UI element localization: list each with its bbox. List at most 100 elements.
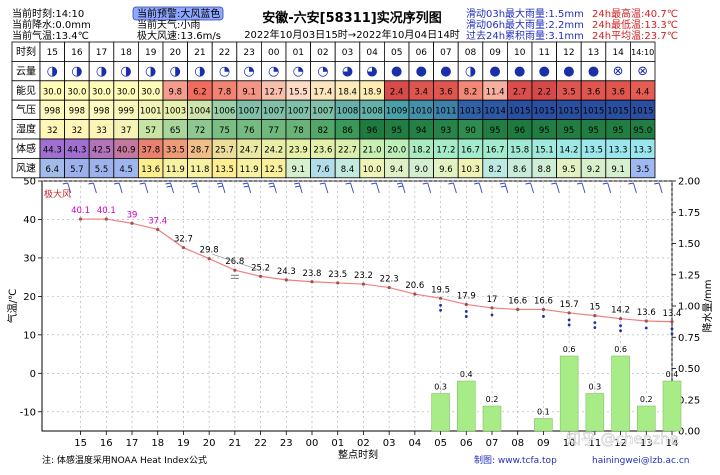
x-tick-label: 13 [640, 438, 653, 449]
time-range: 2022年10月03日15时→2022年10月04日14时 [244, 28, 460, 41]
temperature-point [438, 296, 443, 300]
temperature-label: 22.3 [380, 275, 399, 285]
rain-marker [593, 326, 597, 330]
table-value: 998 [93, 107, 109, 117]
wind-barb [345, 182, 351, 185]
table-value: 93 [440, 126, 451, 136]
table-value: 15.8 [510, 146, 529, 156]
temperature-label: 14.2 [611, 306, 630, 316]
cloud-symbol: ● [539, 64, 550, 79]
table-hour: 03 [342, 48, 353, 58]
wind-barb [144, 182, 149, 194]
table-value: 3.6 [587, 87, 601, 97]
rain-bar [585, 393, 605, 432]
rain-marker [670, 327, 674, 331]
temperature-label: 24.3 [277, 267, 296, 277]
y-tick-label: 0 [30, 369, 36, 380]
table-value: 72 [194, 126, 205, 136]
table-value: 4.5 [119, 165, 133, 175]
wind-barb [62, 182, 68, 185]
wind-barb [294, 182, 300, 185]
table-hour: 16 [71, 48, 83, 58]
table-value: 18.9 [363, 87, 382, 97]
x-tick-label: 05 [434, 438, 447, 449]
table-value: 3.6 [439, 87, 453, 97]
table-hour: 22 [219, 48, 230, 58]
table-value: 25.7 [215, 146, 234, 156]
rain-bar-label: 0.4 [666, 370, 679, 379]
table-value: 30.0 [141, 87, 160, 97]
table-value: 998 [44, 107, 60, 117]
table-value: 37.8 [141, 146, 160, 156]
table-value: 33.5 [166, 146, 185, 156]
temperature-label: 17.9 [457, 291, 476, 301]
table-hour: 00 [268, 48, 280, 58]
table-value: 1007 [287, 107, 309, 117]
table-hour: 21 [194, 48, 205, 58]
temperature-label: 23.2 [354, 271, 373, 281]
x-tick-label: 00 [306, 438, 319, 449]
table-value: 32 [71, 126, 82, 136]
footer-email: hainingwei@lzb.ac.cn [592, 456, 690, 466]
table-hour: 01 [293, 48, 304, 58]
current-time: 当前时刻:14:10 [12, 7, 84, 20]
wind-barb [272, 182, 277, 194]
rain-bar-label: 0.4 [460, 370, 473, 379]
table-row-label: 云量 [16, 65, 36, 77]
temperature-label: 20.6 [405, 281, 424, 291]
temperature-point [541, 307, 546, 312]
table-value: 30.0 [92, 87, 111, 97]
table-value: 9.0 [415, 165, 429, 175]
temperature-label: 39 [127, 210, 138, 220]
table-value: 94 [416, 126, 427, 136]
rain-bar-label: 0.2 [640, 395, 653, 404]
table-value: 13.3 [609, 146, 628, 156]
table-hour: 12 [563, 48, 574, 58]
wind-barb [247, 182, 252, 194]
table-value: 1011 [435, 107, 457, 117]
wind-barb [375, 182, 380, 194]
table-value: 2.4 [390, 87, 404, 97]
cloud-symbol: ● [514, 64, 525, 79]
table-value: 9.8 [169, 87, 183, 97]
temp-stat-avg: 24h平均温:23.7℃ [592, 30, 678, 42]
rain-marker [670, 332, 674, 336]
wind-barb [295, 185, 301, 188]
wind-barb [397, 185, 404, 188]
table-value: 2.7 [513, 87, 527, 97]
max-wind: 极大风速:13.6m/s [137, 29, 221, 42]
temperature-label: 37.4 [148, 216, 167, 226]
wind-barb [581, 182, 586, 194]
rain-bar [534, 418, 553, 432]
x-tick-label: 06 [460, 438, 473, 449]
cloud-symbol: ⊗ [613, 64, 624, 79]
temperature-point [336, 281, 340, 285]
table-value: 44.3 [67, 146, 86, 156]
table-hour: 14:10 [631, 48, 654, 57]
wind-barb [654, 182, 660, 185]
temperature-point [284, 278, 288, 282]
y2-axis-label: 降水量/mm [701, 280, 714, 333]
temperature-label: 13.6 [637, 308, 656, 318]
rain-bar [662, 380, 682, 432]
wind-barb [504, 182, 509, 194]
table-value: 7.6 [316, 165, 330, 175]
table-value: 11.4 [486, 87, 505, 97]
table-hour: 13 [588, 48, 599, 58]
rain-bar [637, 405, 656, 432]
rain-bar [482, 405, 502, 432]
table-value: 30.0 [43, 87, 62, 97]
table-value: 95 [490, 126, 501, 136]
table-hour: 15 [47, 48, 58, 58]
temperature-point [258, 274, 263, 278]
table-value: 65 [170, 126, 181, 136]
x-tick-label: 11 [588, 438, 601, 449]
table-value: 9.1 [242, 87, 256, 97]
table-value: 8.8 [538, 165, 552, 175]
cloud-symbol: ● [563, 64, 574, 79]
wind-barb [191, 182, 197, 185]
table-value: 1008 [337, 107, 359, 117]
table-value: 1015 [607, 107, 629, 117]
